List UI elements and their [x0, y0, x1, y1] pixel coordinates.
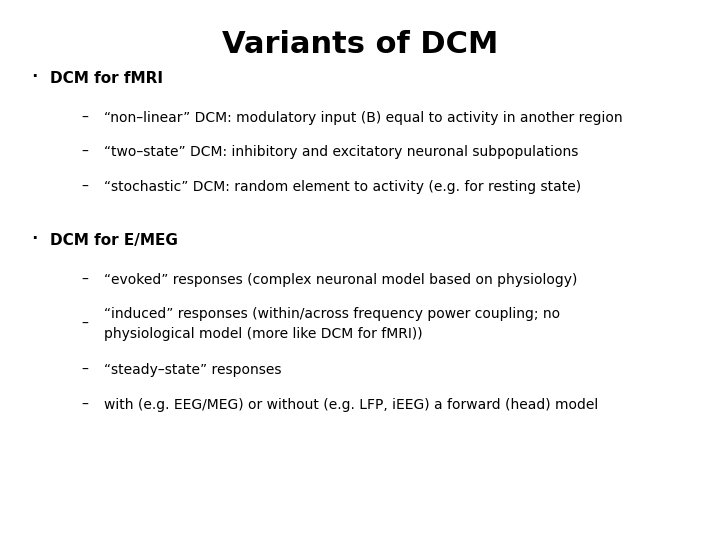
- Text: “two–state” DCM: inhibitory and excitatory neuronal subpopulations: “two–state” DCM: inhibitory and excitato…: [104, 145, 579, 159]
- Text: –: –: [81, 111, 89, 125]
- Text: ·: ·: [30, 227, 39, 253]
- Text: “induced” responses (within/across frequency power coupling; no
physiological mo: “induced” responses (within/across frequ…: [104, 307, 561, 341]
- Text: “non–linear” DCM: modulatory input (B) equal to activity in another region: “non–linear” DCM: modulatory input (B) e…: [104, 111, 623, 125]
- Text: DCM for fMRI: DCM for fMRI: [50, 71, 163, 86]
- Text: with (e.g. EEG/MEG) or without (e.g. LFP, iEEG) a forward (head) model: with (e.g. EEG/MEG) or without (e.g. LFP…: [104, 398, 598, 412]
- Text: Variants of DCM: Variants of DCM: [222, 30, 498, 59]
- Text: –: –: [81, 363, 89, 377]
- Text: “steady–state” responses: “steady–state” responses: [104, 363, 282, 377]
- Text: –: –: [81, 398, 89, 412]
- Text: ·: ·: [30, 65, 39, 91]
- Text: –: –: [81, 317, 89, 331]
- Text: DCM for E/MEG: DCM for E/MEG: [50, 233, 179, 248]
- Text: –: –: [81, 145, 89, 159]
- Text: “evoked” responses (complex neuronal model based on physiology): “evoked” responses (complex neuronal mod…: [104, 273, 577, 287]
- Text: “stochastic” DCM: random element to activity (e.g. for resting state): “stochastic” DCM: random element to acti…: [104, 180, 582, 194]
- Text: –: –: [81, 180, 89, 194]
- Text: –: –: [81, 273, 89, 287]
